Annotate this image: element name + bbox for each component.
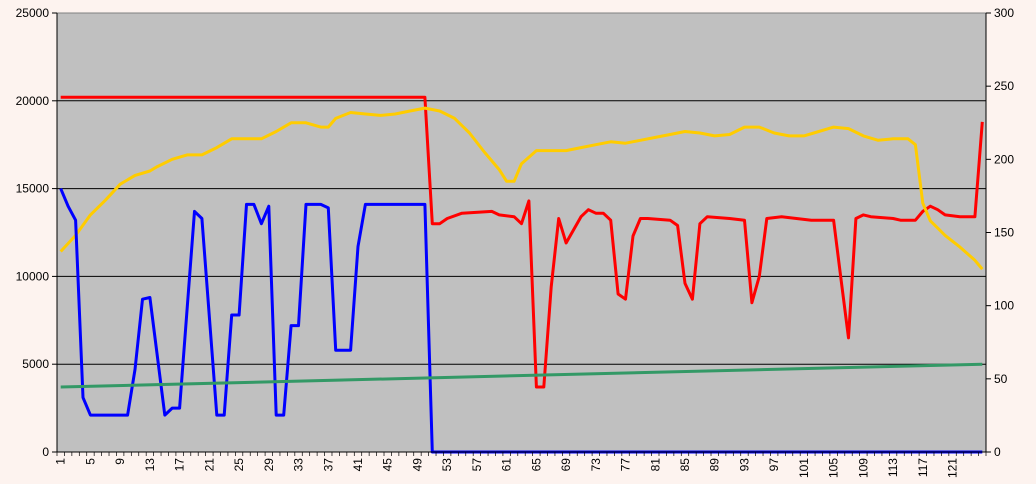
series-line-3	[59, 188, 983, 454]
left-axis: 0 5000 10000 15000 20000 25000	[16, 6, 58, 459]
plot-area	[57, 13, 986, 452]
x-tick-label: 25	[232, 458, 246, 472]
series-line-1	[60, 95, 984, 389]
x-tick-label: 101	[797, 458, 811, 478]
left-tick-label: 15000	[16, 182, 50, 196]
x-tick-label: 109	[856, 458, 870, 478]
x-axis: 1 5 9 13 17 21 25 29 33 37 41 45 49 53 57 61 65 69 73 77 81 8…	[54, 451, 987, 478]
x-tick-label: 21	[202, 458, 216, 472]
gridlines	[57, 100, 986, 365]
x-tick-label: 113	[886, 458, 900, 477]
left-tick-label: 10000	[16, 269, 50, 283]
x-tick-label: 37	[321, 458, 335, 472]
x-tick-label: 65	[529, 458, 543, 472]
x-tick-label: 9	[113, 458, 127, 465]
right-tick-label: 300	[994, 6, 1014, 20]
x-tick-label: 57	[470, 458, 484, 472]
x-tick-label: 121	[946, 458, 960, 478]
right-tick-label: 0	[994, 445, 1001, 459]
x-tick-label: 77	[619, 458, 633, 472]
right-tick-label: 100	[994, 299, 1014, 313]
x-tick-label: 117	[916, 458, 930, 477]
x-tick-label: 93	[737, 458, 751, 472]
left-tick-label: 0	[42, 445, 49, 459]
right-tick-label: 250	[994, 79, 1014, 93]
left-tick-label: 25000	[16, 6, 50, 20]
left-tick-label: 20000	[16, 94, 50, 108]
x-tick-label: 41	[351, 458, 365, 472]
x-tick-label: 5	[83, 458, 97, 465]
x-tick-label: 81	[648, 458, 662, 472]
x-tick-label: 69	[559, 458, 573, 472]
series-lines	[59, 95, 984, 454]
x-tick-label: 29	[262, 458, 276, 472]
right-tick-label: 50	[994, 372, 1008, 386]
x-tick-label: 13	[143, 458, 157, 472]
x-tick-label: 1	[54, 458, 68, 465]
x-tick-label: 61	[500, 458, 514, 472]
x-tick-label: 49	[410, 458, 424, 472]
series-line-2	[59, 106, 984, 271]
x-tick-label: 45	[381, 458, 395, 472]
x-tick-label: 85	[678, 458, 692, 472]
x-tick-label: 105	[827, 458, 841, 478]
x-tick-label: 89	[708, 458, 722, 472]
series-line-4	[60, 362, 983, 389]
x-tick-label: 33	[292, 458, 306, 472]
right-tick-label: 200	[994, 152, 1014, 166]
right-axis: 0 50 100 150 200 250 300	[985, 6, 1014, 459]
x-tick-label: 53	[440, 458, 454, 472]
right-tick-label: 150	[994, 226, 1014, 240]
x-tick-label: 17	[173, 458, 187, 472]
x-tick-label: 97	[767, 458, 781, 472]
left-tick-label: 5000	[22, 357, 49, 371]
x-tick-label: 73	[589, 458, 603, 472]
